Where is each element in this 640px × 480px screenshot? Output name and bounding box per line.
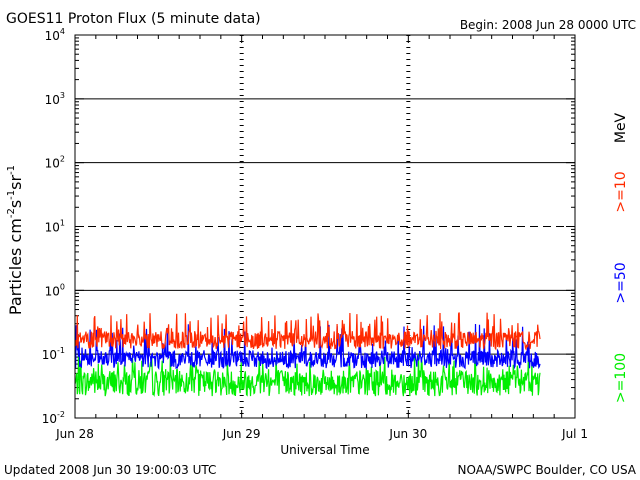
legend-units: MeV (613, 112, 629, 143)
series-line (74, 323, 541, 371)
x-tick-label: Jun 29 (222, 427, 261, 441)
x-tick-label: Jul 1 (561, 427, 588, 441)
y-tick-label: 103 (45, 91, 65, 107)
y-tick-label: 100 (45, 282, 65, 298)
x-axis-label: Universal Time (280, 443, 369, 457)
series-line (74, 354, 541, 398)
series-line (74, 312, 541, 351)
y-tick-label: 10-2 (42, 410, 65, 426)
x-tick-label: Jun 30 (388, 427, 427, 441)
legend-entry: >=100 (613, 353, 629, 403)
begin-time: Begin: 2008 Jun 28 0000 UTC (460, 18, 636, 32)
y-tick-label: 102 (45, 155, 65, 171)
y-axis-label: Particles cm-2s-1sr-1 (6, 165, 25, 315)
y-tick-label: 10-1 (42, 346, 65, 362)
chart-title: GOES11 Proton Flux (5 minute data) (6, 11, 261, 27)
plot-frame (74, 34, 576, 419)
legend-entry: >=10 (613, 171, 629, 212)
legend-entry: >=50 (613, 262, 629, 303)
x-tick-label: Jun 28 (55, 427, 94, 441)
credit-text: NOAA/SWPC Boulder, CO USA (458, 463, 637, 477)
y-tick-label: 101 (45, 219, 65, 235)
y-tick-label: 104 (45, 27, 65, 43)
updated-stamp: Updated 2008 Jun 30 19:00:03 UTC (4, 463, 216, 477)
